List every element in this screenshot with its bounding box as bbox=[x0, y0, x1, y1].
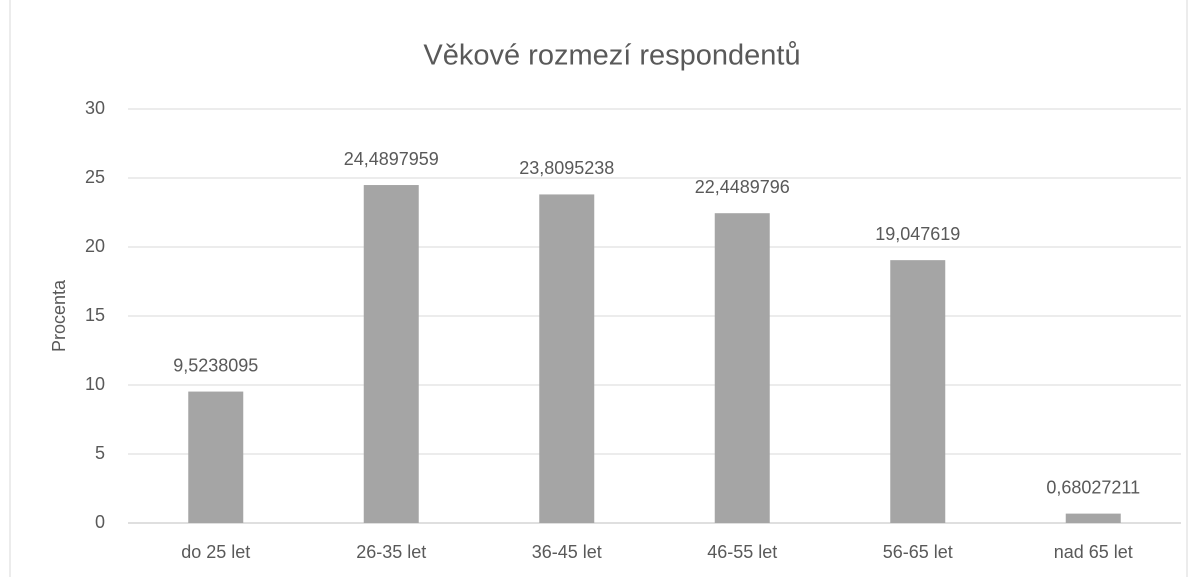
y-tick-label: 20 bbox=[85, 236, 105, 256]
x-tick-label: do 25 let bbox=[181, 542, 250, 562]
bar bbox=[890, 260, 946, 523]
bar bbox=[1065, 513, 1121, 523]
y-tick-label: 5 bbox=[95, 443, 105, 463]
y-tick-label: 30 bbox=[85, 98, 105, 118]
chart-title: Věkové rozmezí respondentů bbox=[423, 40, 800, 72]
data-label: 22,4489796 bbox=[695, 177, 790, 197]
x-tick-label: 46-55 let bbox=[707, 542, 777, 562]
data-label: 0,68027211 bbox=[1046, 477, 1140, 497]
x-tick-label: 26-35 let bbox=[356, 542, 426, 562]
chart-border bbox=[9, 0, 1188, 577]
data-label: 24,4897959 bbox=[344, 149, 439, 169]
y-axis-label: Procenta bbox=[49, 279, 69, 352]
bar bbox=[363, 185, 419, 523]
y-tick-label: 10 bbox=[85, 374, 105, 394]
y-tick-label: 25 bbox=[85, 167, 105, 187]
bar bbox=[539, 194, 595, 523]
data-label: 23,8095238 bbox=[519, 158, 614, 178]
x-tick-label: 36-45 let bbox=[532, 542, 602, 562]
x-tick-label: 56-65 let bbox=[883, 542, 953, 562]
y-tick-label: 15 bbox=[85, 305, 105, 325]
data-label: 9,5238095 bbox=[173, 355, 258, 375]
y-tick-label: 0 bbox=[95, 512, 105, 532]
data-label: 19,047619 bbox=[875, 224, 960, 244]
bar bbox=[188, 391, 244, 523]
bar bbox=[714, 213, 770, 523]
x-tick-label: nad 65 let bbox=[1054, 542, 1133, 562]
